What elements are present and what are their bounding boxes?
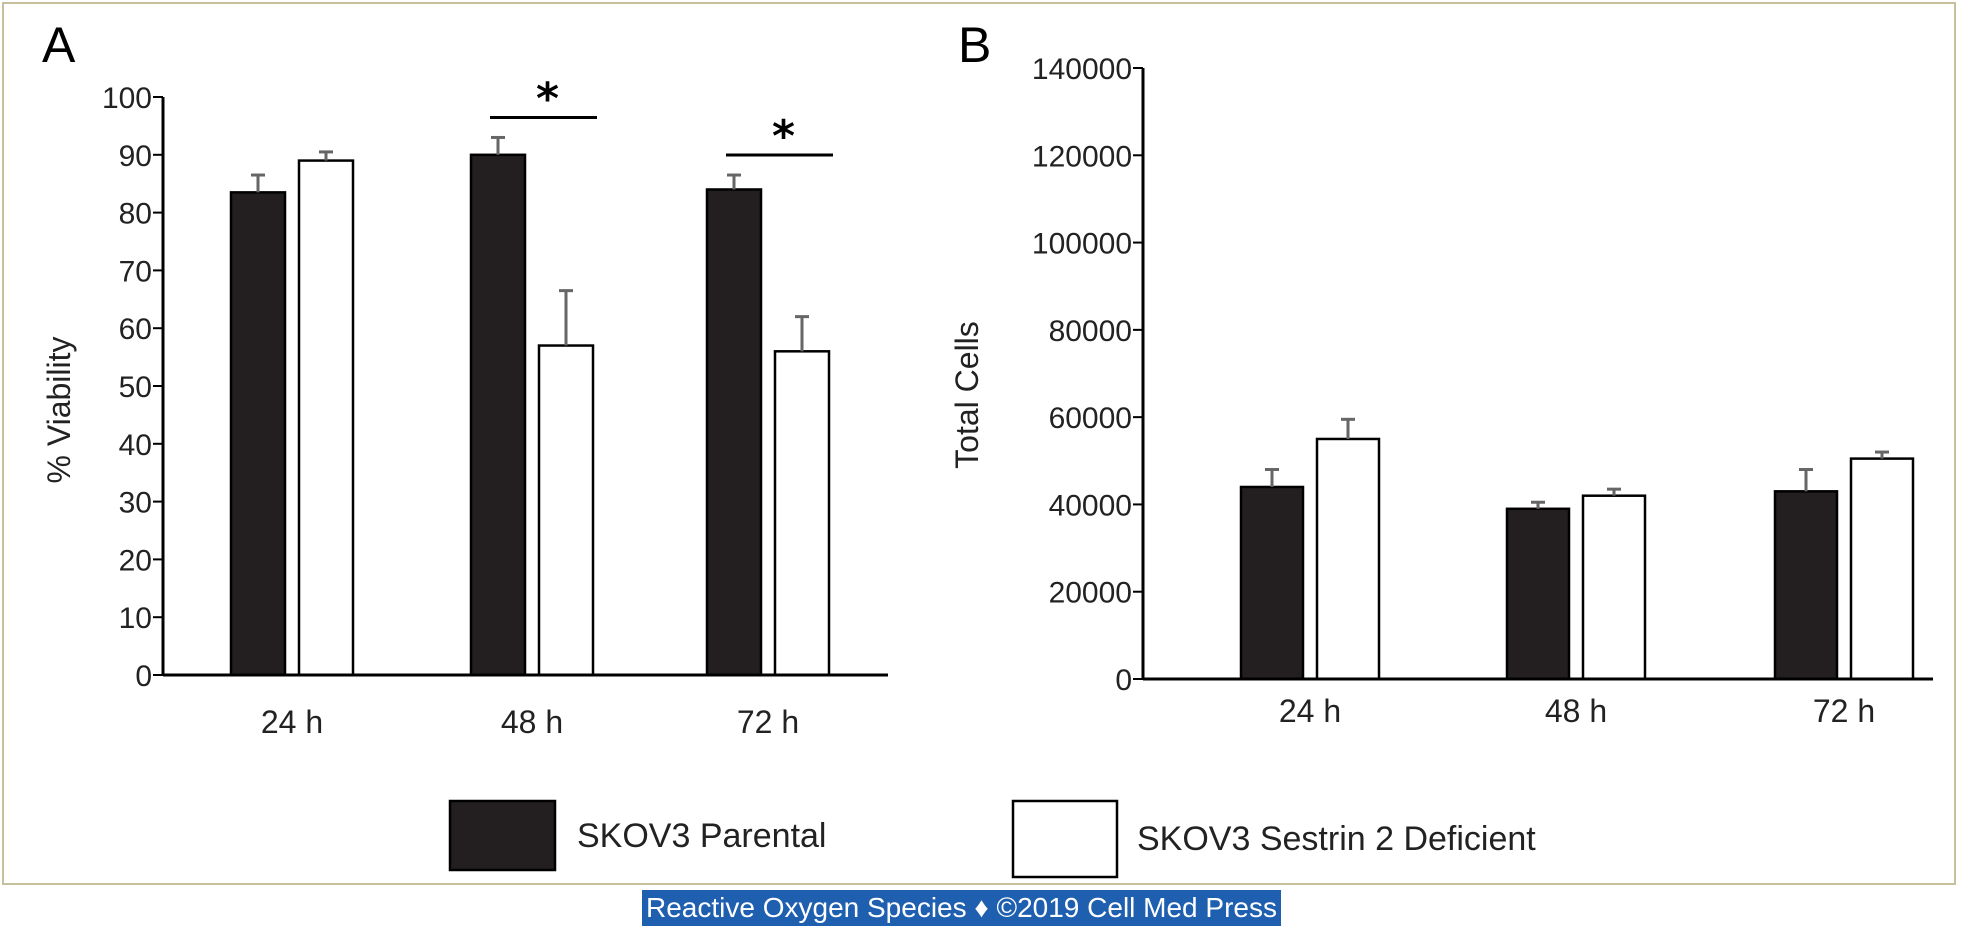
x-category-label: 24 h <box>261 704 323 740</box>
bar-parental-48h <box>1505 507 1571 681</box>
y-axis-title: % Viability <box>41 336 77 483</box>
y-tick-label: 20 <box>119 544 152 577</box>
y-tick-label: 60 <box>119 313 152 346</box>
y-tick-label: 50 <box>119 371 152 404</box>
y-axis-title: Total Cells <box>949 321 985 469</box>
bar-parental-24h <box>1239 485 1305 681</box>
x-category-label: 48 h <box>501 704 563 740</box>
y-tick-label: 30 <box>119 487 152 520</box>
panel-label: B <box>958 17 991 73</box>
y-tick-label: 70 <box>119 255 152 288</box>
footer-banner: Reactive Oxygen Species ♦ ©2019 Cell Med… <box>642 890 1281 926</box>
bar-parental-72h <box>1773 490 1839 681</box>
bar-parental-48h <box>469 153 527 677</box>
y-tick-label: 120000 <box>1032 140 1132 173</box>
x-category-label: 48 h <box>1545 693 1607 729</box>
y-tick-label: 90 <box>119 140 152 173</box>
y-tick-label: 80 <box>119 198 152 231</box>
bar-parental-72h <box>705 188 763 677</box>
figure-frame <box>2 2 1956 885</box>
y-tick-label: 20000 <box>1049 577 1132 610</box>
significance-star: * <box>536 73 559 124</box>
legend-label-sestrin2-deficient: SKOV3 Sestrin 2 Deficient <box>1137 820 1536 858</box>
bar-sestrin2-deficient-24h <box>1315 437 1381 681</box>
y-tick-label: 100000 <box>1032 228 1132 261</box>
x-category-label: 72 h <box>737 704 799 740</box>
panel-b-chart: B Total Cells 0 20000 40000 60000 80000 100000 1… <box>949 17 1933 729</box>
y-tick-label: 10 <box>119 602 152 635</box>
legend-label-parental: SKOV3 Parental <box>577 817 826 855</box>
bar-sestrin2-deficient-48h <box>1581 494 1647 681</box>
y-tick-label: 140000 <box>1032 53 1132 86</box>
x-category-label: 24 h <box>1279 693 1341 729</box>
legend: SKOV3 Parental SKOV3 Sestrin 2 Deficient <box>448 799 1536 879</box>
panel-a-chart: A % Viability 0 10 20 30 40 50 60 70 80 90 100 24 h 48… <box>41 17 888 740</box>
y-tick-label: 0 <box>135 660 152 693</box>
significance-star: * <box>772 111 795 162</box>
y-tick-label: 0 <box>1115 664 1132 697</box>
y-tick-label: 40 <box>119 429 152 462</box>
y-tick-label: 60000 <box>1049 402 1132 435</box>
bar-sestrin2-deficient-24h <box>297 159 355 677</box>
bar-sestrin2-deficient-48h <box>537 344 595 677</box>
panel-label: A <box>42 17 76 73</box>
y-tick-label: 40000 <box>1049 489 1132 522</box>
y-tick-label: 80000 <box>1049 315 1132 348</box>
legend-swatch-sestrin2-deficient <box>1011 799 1119 879</box>
bar-sestrin2-deficient-72h <box>1849 457 1915 681</box>
bar-parental-24h <box>229 191 287 677</box>
bar-sestrin2-deficient-72h <box>773 350 831 677</box>
y-tick-label: 100 <box>102 82 152 115</box>
x-category-label: 72 h <box>1813 693 1875 729</box>
legend-swatch-parental <box>448 799 557 872</box>
